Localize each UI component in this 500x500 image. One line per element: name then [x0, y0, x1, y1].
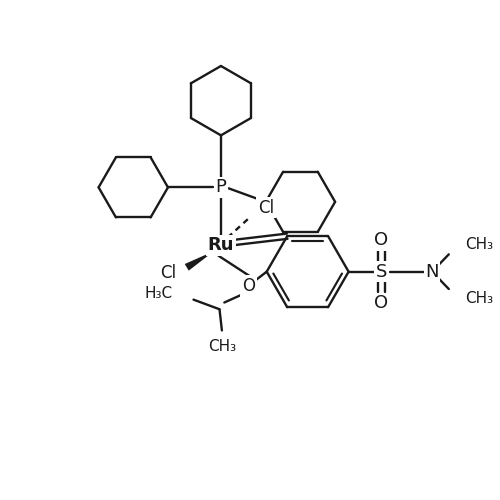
Text: Ru: Ru: [208, 236, 234, 254]
Polygon shape: [185, 251, 214, 270]
Text: O: O: [374, 294, 388, 312]
Text: Cl: Cl: [258, 198, 274, 216]
Text: CH₃: CH₃: [464, 237, 493, 252]
Text: CH₃: CH₃: [208, 339, 236, 354]
Text: CH₃: CH₃: [464, 291, 493, 306]
Text: O: O: [374, 231, 388, 249]
Text: Cl: Cl: [160, 264, 176, 281]
Text: N: N: [425, 262, 438, 280]
Text: S: S: [376, 262, 387, 280]
Text: H₃C: H₃C: [144, 286, 172, 302]
Text: O: O: [242, 277, 255, 295]
Text: P: P: [216, 178, 226, 196]
